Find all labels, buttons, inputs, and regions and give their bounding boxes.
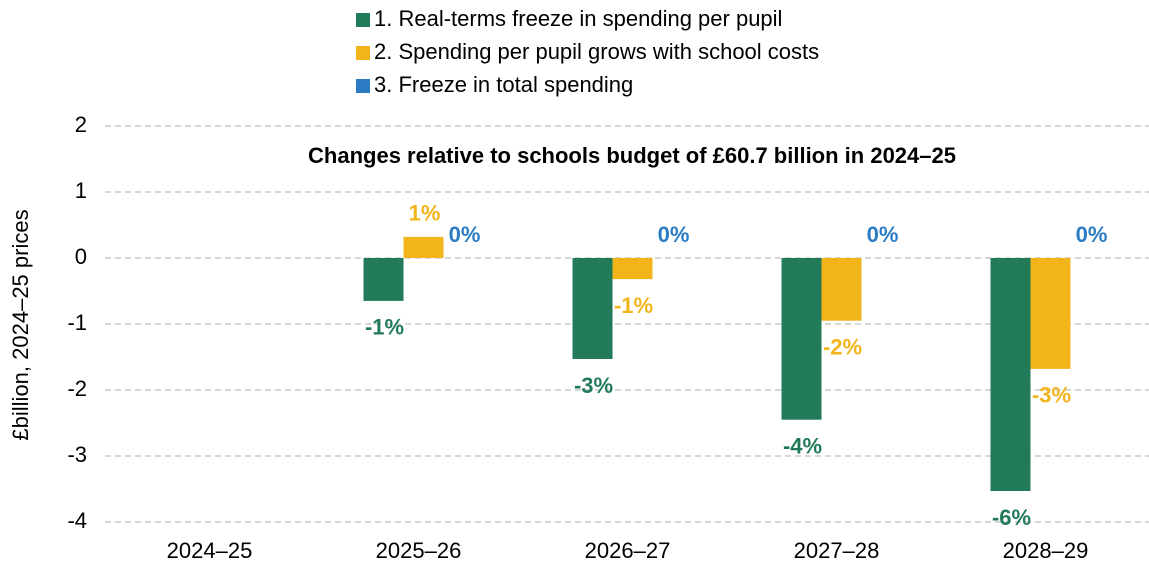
data-label: -3%	[574, 373, 613, 398]
legend-swatch	[356, 79, 370, 93]
data-label: -2%	[823, 335, 862, 360]
data-label: -4%	[783, 434, 822, 459]
legend-label: 1. Real-terms freeze in spending per pup…	[374, 6, 782, 31]
x-tick-label: 2024–25	[167, 538, 253, 563]
bar	[572, 258, 613, 359]
legend-swatch	[356, 13, 370, 27]
data-label: 0%	[449, 222, 481, 247]
x-tick-label: 2027–28	[794, 538, 880, 563]
y-tick-label: 0	[75, 244, 87, 269]
bar	[363, 258, 404, 301]
data-label: -3%	[1032, 383, 1071, 408]
y-tick-label: -1	[67, 310, 87, 335]
y-tick-label: -3	[67, 442, 87, 467]
data-label: -1%	[614, 293, 653, 318]
data-label: 0%	[1076, 222, 1108, 247]
y-tick-label: 1	[75, 178, 87, 203]
y-tick-label: 2	[75, 112, 87, 137]
bar	[1030, 258, 1071, 369]
x-tick-label: 2025–26	[376, 538, 462, 563]
data-label: 0%	[658, 222, 690, 247]
x-tick-label: 2026–27	[585, 538, 671, 563]
data-label: -1%	[365, 315, 404, 340]
x-tick-label: 2028–29	[1003, 538, 1089, 563]
legend-swatch	[356, 46, 370, 60]
data-label: -6%	[992, 505, 1031, 530]
y-axis-label: £billion, 2024–25 prices	[8, 209, 33, 440]
data-label: 0%	[867, 222, 899, 247]
data-label: 1%	[409, 201, 441, 226]
chart-title: Changes relative to schools budget of £6…	[308, 143, 956, 168]
bar	[990, 258, 1031, 491]
legend-label: 2. Spending per pupil grows with school …	[374, 39, 819, 64]
legend-label: 3. Freeze in total spending	[374, 72, 633, 97]
bar	[781, 258, 822, 420]
bar	[403, 236, 444, 258]
y-tick-label: -4	[67, 508, 87, 533]
y-tick-label: -2	[67, 376, 87, 401]
bar	[821, 258, 862, 321]
bar	[612, 258, 653, 280]
